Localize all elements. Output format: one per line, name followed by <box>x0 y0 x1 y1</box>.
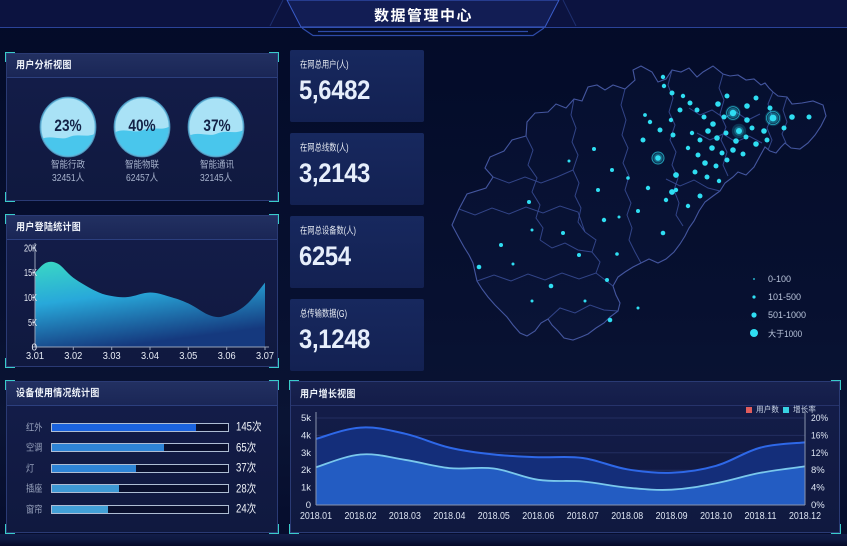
svg-text:37: 37 <box>236 462 247 475</box>
svg-text:10K: 10K <box>24 293 37 304</box>
svg-text:5K: 5K <box>28 318 37 329</box>
svg-text:101-500: 101-500 <box>768 292 801 302</box>
svg-text:3k: 3k <box>301 448 311 459</box>
svg-text:65: 65 <box>236 441 247 454</box>
svg-text:3.05: 3.05 <box>179 351 197 362</box>
svg-text:2018.10: 2018.10 <box>700 511 732 522</box>
svg-text:0: 0 <box>31 343 37 354</box>
svg-text:4%: 4% <box>811 483 825 494</box>
svg-text:0: 0 <box>306 500 311 511</box>
svg-text:2018.02: 2018.02 <box>345 511 377 522</box>
svg-text:2018.09: 2018.09 <box>656 511 688 522</box>
svg-text:(: ( <box>344 225 347 236</box>
svg-text:2018.12: 2018.12 <box>789 511 821 522</box>
svg-text:15K: 15K <box>24 268 37 279</box>
svg-text:): ) <box>346 142 349 153</box>
svg-text:2018.07: 2018.07 <box>567 511 599 522</box>
svg-text:2018.06: 2018.06 <box>522 511 554 522</box>
svg-text:32451: 32451 <box>52 172 76 183</box>
svg-text:(: ( <box>336 142 339 153</box>
svg-text:2018.03: 2018.03 <box>389 511 421 522</box>
svg-text:24: 24 <box>236 503 247 516</box>
svg-text:62457: 62457 <box>126 172 150 183</box>
svg-text:): ) <box>346 59 349 70</box>
svg-text:32145: 32145 <box>200 172 224 183</box>
svg-text:0-100: 0-100 <box>768 274 791 284</box>
svg-text:2k: 2k <box>301 465 311 476</box>
svg-text:3.06: 3.06 <box>218 351 236 362</box>
svg-text:2018.01: 2018.01 <box>300 511 332 522</box>
svg-text:20K: 20K <box>24 244 37 255</box>
svg-text:3.07: 3.07 <box>256 351 274 362</box>
svg-text:3.04: 3.04 <box>141 351 159 362</box>
svg-text:(G): (G) <box>337 308 348 319</box>
svg-text:2018.11: 2018.11 <box>745 511 777 522</box>
svg-text:0%: 0% <box>811 500 825 511</box>
svg-text:20%: 20% <box>811 413 828 424</box>
svg-text:501-1000: 501-1000 <box>768 310 806 320</box>
svg-text:2018.05: 2018.05 <box>478 511 510 522</box>
svg-text:(: ( <box>336 59 339 70</box>
svg-text:4k: 4k <box>301 430 311 441</box>
svg-text:5k: 5k <box>301 413 311 424</box>
svg-text:12%: 12% <box>811 448 828 459</box>
svg-text:16%: 16% <box>811 430 828 441</box>
svg-text:145: 145 <box>236 421 252 434</box>
svg-text:28: 28 <box>236 482 247 495</box>
svg-text:): ) <box>354 225 357 236</box>
svg-text:2018.04: 2018.04 <box>433 511 465 522</box>
svg-text:3.02: 3.02 <box>64 351 82 362</box>
svg-text:1000: 1000 <box>784 328 802 339</box>
svg-text:3.03: 3.03 <box>103 351 121 362</box>
svg-text:3.01: 3.01 <box>26 351 44 362</box>
svg-text:1k: 1k <box>301 483 311 494</box>
svg-text:8%: 8% <box>811 465 825 476</box>
svg-text:2018.08: 2018.08 <box>611 511 643 522</box>
